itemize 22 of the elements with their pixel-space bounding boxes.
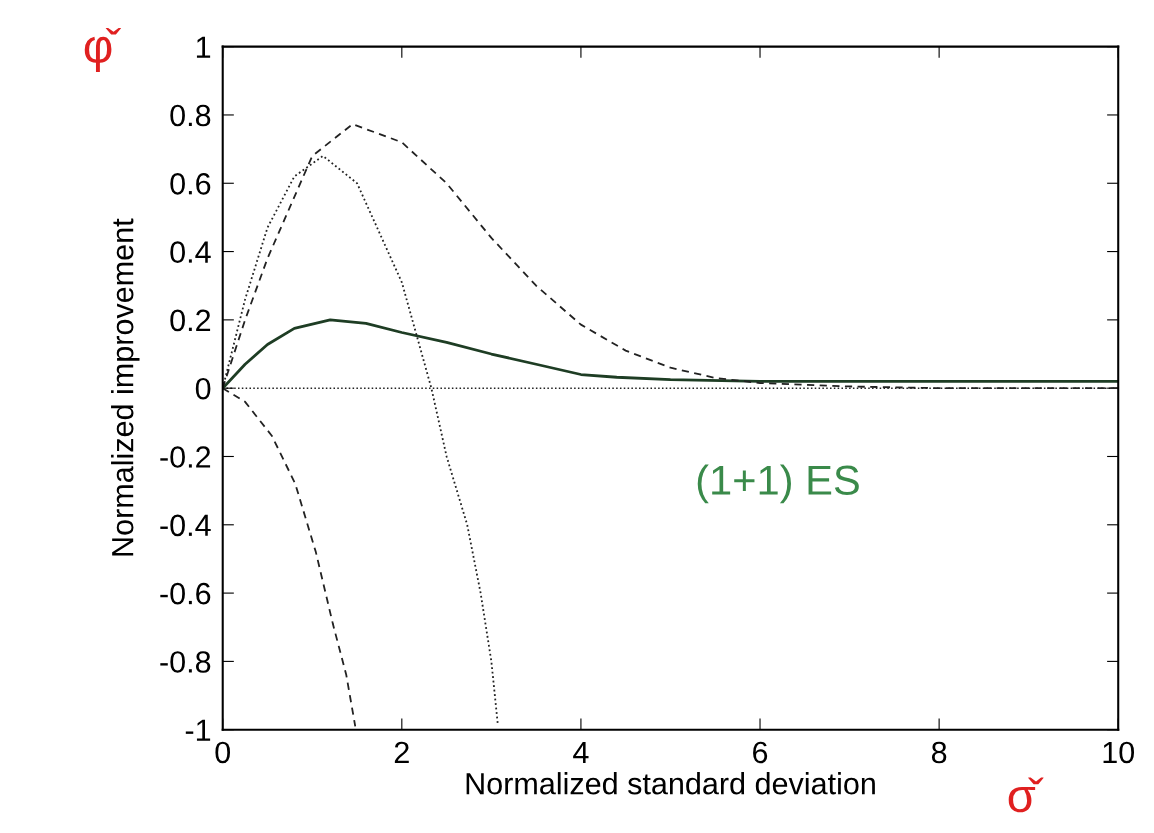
x-tick-label: 6	[753, 741, 768, 764]
x-tick-label: 8	[931, 741, 947, 764]
y-tick-label: 1	[196, 36, 211, 58]
x-axis-title: Normalized standard deviation	[466, 772, 875, 795]
text: σ̌	[1008, 777, 1044, 813]
x-tick-label: 4	[573, 741, 589, 763]
y-axis-title: Normalized improvement	[111, 218, 140, 556]
y-tick-label: -0.4	[160, 514, 211, 537]
y-tick-label: 0.4	[170, 241, 211, 263]
y-tick-label: -0.6	[160, 582, 211, 605]
y-tick-label: 0	[195, 377, 211, 400]
y-tick-label: -1	[185, 719, 211, 741]
y-tick-label: 0.6	[170, 173, 211, 195]
y-tick-label: -0.8	[160, 651, 211, 673]
x-tick-label: 2	[394, 741, 409, 763]
text: φ̌	[84, 27, 122, 73]
y-tick-label: 0.2	[170, 309, 211, 332]
y-tick-label: 0.8	[170, 104, 211, 127]
y-tick-label: -0.2	[160, 446, 211, 468]
annotation: (1+1) ES	[697, 464, 859, 504]
x-tick-label: 0	[215, 741, 231, 764]
x-tick-label: 10	[1103, 741, 1135, 764]
